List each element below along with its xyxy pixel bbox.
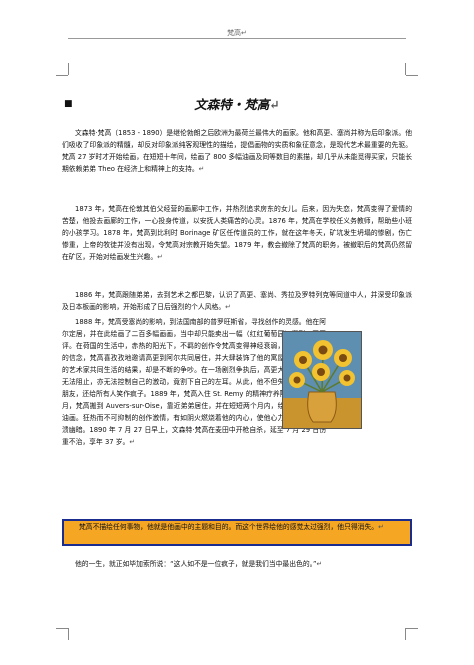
bullet-mark: ■ (64, 99, 73, 109)
crop-mark-top-left-h (56, 75, 68, 76)
sunflowers-image (283, 332, 361, 428)
highlighted-quote-box[interactable] (62, 519, 412, 546)
document-title[interactable]: 文森特・梵高↵ (194, 97, 280, 112)
paragraph-intro[interactable]: 文森特·梵高（1853 - 1890）是继伦勃朗之后欧洲为最荷兰最伟大的画家。他… (62, 129, 412, 173)
crop-mark-top-right-h (406, 75, 418, 76)
paragraph-closing[interactable]: 他的一生，就正如毕加索所说：“这人如不是一位疯子，就是我们当中最出色的。”↵ (75, 560, 323, 568)
crop-mark-bottom-right (405, 628, 406, 640)
crop-mark-bottom-left-h (56, 628, 68, 629)
header-rule (68, 38, 406, 39)
crop-mark-bottom-right-h (406, 628, 418, 629)
crop-mark-bottom-left (68, 628, 69, 640)
crop-mark-top-right (405, 63, 406, 75)
crop-mark-top-left (68, 63, 69, 75)
paragraph-1873[interactable]: 1873 年，梵高在伦敦其伯父经营的画廊中工作，并热烈追求房东的女儿。后来，因为… (62, 205, 412, 261)
page-header: 梵高↵ (227, 29, 247, 37)
highlighted-quote[interactable]: 梵高不描绘任何事物，他就是他画中的主题和目的。而这个世界绘他的感觉太过强烈，他只… (79, 523, 384, 531)
sunflowers-painting[interactable] (282, 331, 362, 429)
paragraph-1886[interactable]: 1886 年，梵高跟随弟弟，去到艺术之都巴黎，认识了高更、塞尚、秀拉及罗特列克等… (62, 291, 412, 311)
paragraph-1888[interactable]: 1888 年，梵高受塞尚的影响，到法国南部的普罗旺斯省，寻找创作的灵感。他在阿尔… (62, 316, 412, 448)
